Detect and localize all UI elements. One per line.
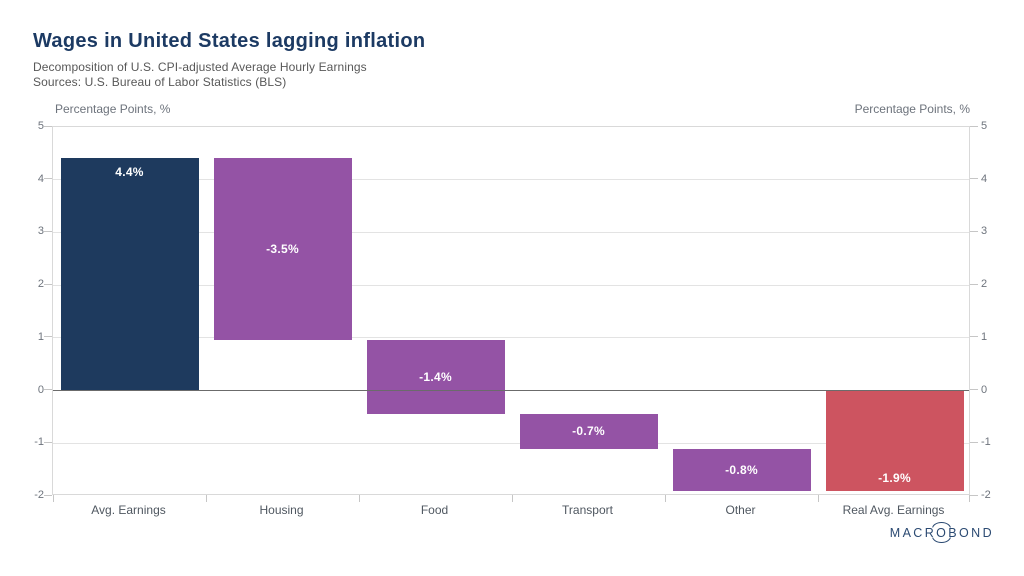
- bar-real-avg-earnings: -1.9%: [825, 390, 964, 492]
- x-category-label-housing: Housing: [259, 503, 304, 517]
- bar-value-label: -0.8%: [725, 462, 758, 477]
- y-tick-label-right-0: 0: [981, 383, 988, 396]
- bar-food: -1.4%: [366, 340, 505, 415]
- bar-housing: -3.5%: [213, 157, 352, 341]
- y-tick-right-0: [970, 389, 978, 391]
- x-boundary-tick-3: [512, 495, 513, 502]
- y-tick-label-right--1: -1: [981, 436, 991, 449]
- x-category-label-other: Other: [725, 503, 756, 517]
- y-tick-right--2: [970, 494, 978, 496]
- y-tick-right-4: [970, 178, 978, 180]
- y-gridline--1: [53, 442, 969, 444]
- y-tick-right-3: [970, 230, 978, 232]
- y-tick-label-left--2: -2: [34, 489, 44, 501]
- y-tick-right-5: [970, 125, 978, 127]
- x-boundary-tick-0: [53, 495, 54, 502]
- chart-subtitle: Decomposition of U.S. CPI-adjusted Avera…: [33, 60, 367, 74]
- y-tick-label-right-4: 4: [981, 172, 988, 185]
- logo-text-bond: BOND: [948, 526, 994, 540]
- x-category-label-food: Food: [420, 503, 449, 517]
- x-category-label-avg-earnings: Avg. Earnings: [91, 503, 166, 517]
- bar-value-label: -1.9%: [878, 471, 911, 486]
- x-boundary-tick-1: [206, 495, 207, 502]
- y-gridline-2: [53, 284, 969, 286]
- zero-line: [53, 389, 969, 392]
- y-axis-title-right: Percentage Points, %: [854, 102, 970, 116]
- y-tick-left-3: [44, 230, 52, 232]
- y-tick-label-left--1: -1: [34, 436, 44, 449]
- y-tick-label-left-1: 1: [37, 330, 44, 343]
- y-tick-right--1: [970, 441, 978, 443]
- y-tick-label-right-3: 3: [981, 225, 988, 238]
- y-gridline-3: [53, 231, 969, 233]
- y-tick-right-2: [970, 283, 978, 285]
- y-gridline-1: [53, 337, 969, 339]
- y-tick-left-2: [44, 283, 52, 285]
- y-tick-label-left-3: 3: [37, 225, 44, 238]
- y-tick-label-right-1: 1: [981, 330, 988, 343]
- x-boundary-tick-2: [359, 495, 360, 502]
- x-category-label-real-avg-earnings: Real Avg. Earnings: [842, 503, 945, 517]
- y-tick-right-1: [970, 336, 978, 338]
- y-gridline-4: [53, 179, 969, 181]
- y-tick-label-right-5: 5: [981, 120, 988, 132]
- y-tick-left-5: [44, 125, 52, 127]
- chart-title: Wages in United States lagging inflation: [33, 30, 426, 52]
- bar-transport: -0.7%: [519, 414, 658, 449]
- y-axis-title-left: Percentage Points, %: [55, 102, 171, 116]
- bar-avg-earnings: 4.4%: [60, 157, 199, 391]
- y-tick-label-right--2: -2: [981, 489, 991, 501]
- y-tick-label-left-4: 4: [37, 172, 44, 185]
- bar-value-label: 4.4%: [115, 164, 144, 179]
- logo-orbit-o-icon: O: [936, 526, 949, 540]
- y-tick-label-left-5: 5: [37, 120, 44, 132]
- x-category-label-transport: Transport: [562, 503, 613, 517]
- y-tick-label-left-2: 2: [37, 278, 44, 291]
- logo-text-macr: MACR: [889, 526, 937, 540]
- chart-sources: Sources: U.S. Bureau of Labor Statistics…: [33, 75, 287, 89]
- y-tick-left--1: [44, 441, 52, 443]
- macrobond-logo: MACROBOND: [890, 526, 994, 540]
- plot-area: 4.4% -3.5% -1.4% -0.7% -0.8% -1.9%: [52, 126, 970, 502]
- bar-value-label: -1.4%: [419, 370, 452, 385]
- y-tick-label-left-0: 0: [37, 383, 44, 396]
- y-tick-label-right-2: 2: [981, 278, 988, 291]
- x-boundary-tick-6: [969, 495, 970, 502]
- x-boundary-tick-5: [818, 495, 819, 502]
- y-tick-left-4: [44, 178, 52, 180]
- bar-value-label: -0.7%: [572, 424, 605, 439]
- bar-value-label: -3.5%: [266, 242, 299, 257]
- y-tick-left--2: [44, 494, 52, 496]
- y-tick-left-1: [44, 336, 52, 338]
- x-boundary-tick-4: [665, 495, 666, 502]
- y-tick-left-0: [44, 389, 52, 391]
- bar-other: -0.8%: [672, 448, 811, 492]
